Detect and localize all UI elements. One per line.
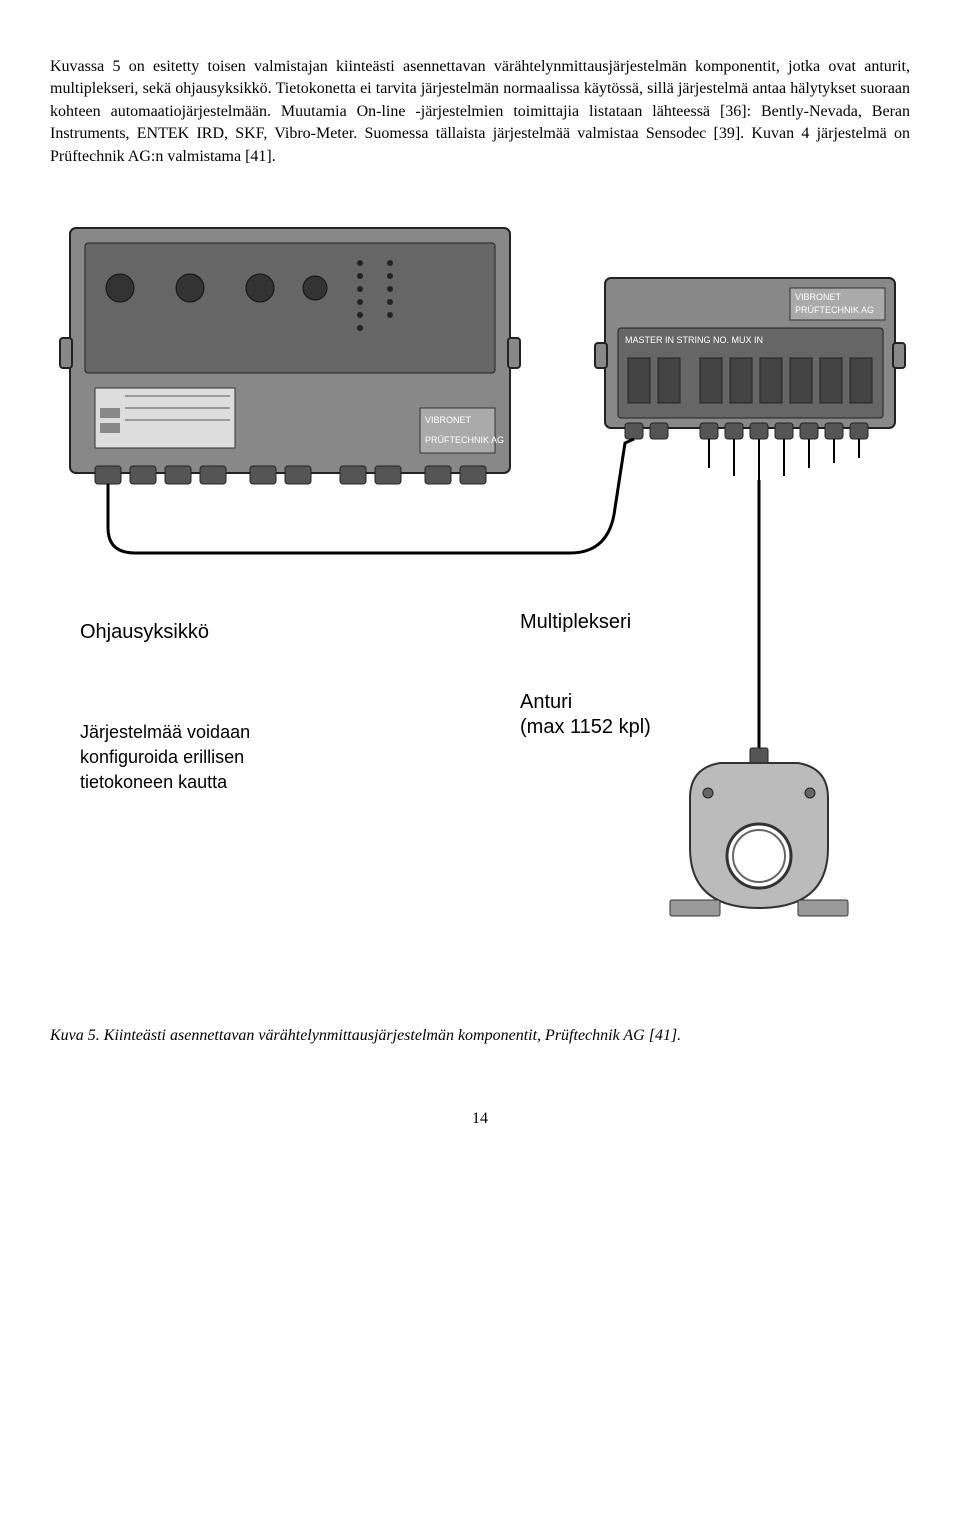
- label-anturi-2: (max 1152 kpl): [520, 716, 651, 738]
- multiplexer-mfr: PRÜFTECHNIK AG: [795, 305, 874, 315]
- label-ohjausyksikko: Ohjausyksikkö: [80, 621, 209, 643]
- system-diagram: VIBRONET PRÜFTECHNIK AG VIBRONET PRÜFTEC…: [50, 208, 910, 968]
- label-multiplekseri: Multiplekseri: [520, 611, 631, 633]
- label-config-1: Järjestelmää voidaan: [80, 722, 250, 742]
- multiplexer-brand: VIBRONET: [795, 292, 842, 302]
- controller-unit: VIBRONET PRÜFTECHNIK AG: [60, 228, 520, 484]
- controller-brand: VIBRONET: [425, 415, 472, 425]
- label-anturi-1: Anturi: [520, 691, 572, 713]
- sensor-assembly: [670, 748, 848, 916]
- multiplexer-ports-label: MASTER IN STRING NO. MUX IN: [625, 335, 763, 345]
- page-number: 14: [50, 1108, 910, 1130]
- controller-mfr: PRÜFTECHNIK AG: [425, 435, 504, 445]
- multiplexer-unit: VIBRONET PRÜFTECHNIK AG MASTER IN STRING…: [595, 278, 905, 480]
- body-paragraph: Kuvassa 5 on esitetty toisen valmistajan…: [50, 56, 910, 168]
- figure-caption: Kuva 5. Kiinteästi asennettavan värähtel…: [50, 1025, 910, 1047]
- label-config-2: konfiguroida erillisen: [80, 747, 244, 767]
- label-config-3: tietokoneen kautta: [80, 772, 228, 792]
